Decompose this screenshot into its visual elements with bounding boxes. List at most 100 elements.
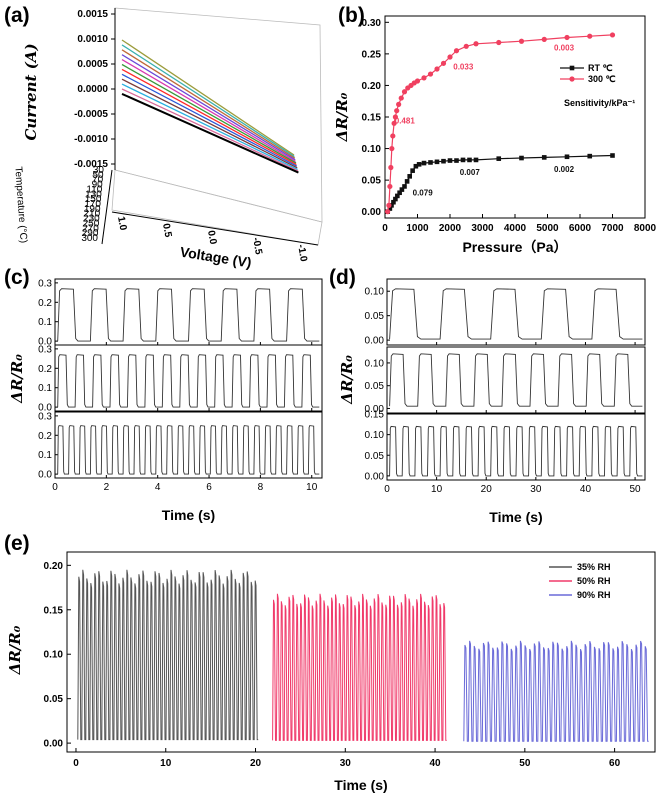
a-z-tick-label: 250 — [83, 218, 100, 229]
b-data-point — [587, 153, 593, 159]
b-x-tick-label: 7000 — [601, 223, 624, 234]
b-data-point — [447, 158, 453, 163]
b-data-point — [434, 66, 440, 72]
e-x-tick-label: 10 — [160, 758, 172, 769]
chart-e-humidity-response: 0 10 20 30 40 50 60 0.00 0.05 0.10 0.15 0.20 Time (s… — [6, 551, 656, 793]
c-y-label: ΔR/R₀ — [8, 354, 26, 404]
b-data-point — [441, 158, 446, 164]
d-subplot-frame — [386, 413, 646, 481]
a-z-tick-label: 300 — [81, 233, 98, 244]
a-iv-line — [121, 73, 298, 167]
d-waveform-line — [389, 288, 643, 340]
c-x-tick-label: 6 — [206, 482, 212, 493]
a-y-tick-label: -0.0010 — [74, 134, 108, 145]
c-y-tick-label: 0.1 — [38, 317, 52, 328]
b-legend-note: Sensitivity/kPa⁻¹ — [564, 98, 635, 108]
b-data-point — [394, 108, 400, 114]
b-data-point — [390, 133, 396, 139]
b-data-point — [460, 157, 466, 163]
a-x-axis — [111, 211, 319, 246]
panel-label-a: (a) — [4, 4, 30, 27]
d-x-tick-label: 40 — [580, 484, 592, 495]
c-y-tick-label: 0.2 — [38, 431, 52, 442]
b-data-point — [404, 179, 410, 184]
a-back-wall — [114, 7, 323, 223]
b-x-tick-label: 2000 — [439, 223, 462, 234]
a-iv-line — [121, 63, 297, 164]
b-data-point — [564, 34, 570, 41]
a-z-tick-label: 230 — [83, 214, 100, 225]
c-y-tick-label: 0.3 — [38, 411, 52, 422]
b-data-point — [454, 158, 459, 163]
a-z-tick-label: 190 — [84, 204, 101, 215]
b-data-point — [398, 95, 404, 101]
b-data-point — [440, 60, 447, 66]
c-x-tick-label: 8 — [258, 482, 264, 493]
a-iv-line — [121, 39, 295, 156]
b-x-tick-label: 6000 — [569, 223, 592, 234]
e-y-tick-label: 0.20 — [44, 561, 64, 572]
b-x-label: Pressure（Pa） — [462, 239, 567, 255]
a-x-tick-label: -0.5 — [250, 237, 264, 256]
b-sensitivity-annotation: 0.002 — [554, 165, 575, 174]
a-z-tick-label: 210 — [83, 209, 100, 220]
a-y-tick-label: -0.0005 — [74, 109, 108, 120]
d-x-tick-label: 50 — [630, 484, 642, 495]
e-x-tick-label: 0 — [73, 758, 79, 769]
b-data-point — [396, 101, 402, 107]
b-data-point — [402, 184, 407, 189]
a-z-tick-label: 110 — [86, 184, 102, 195]
b-data-point — [496, 156, 502, 161]
d-waveform-line — [389, 425, 643, 477]
b-data-point — [395, 193, 400, 199]
b-legend-marker — [569, 76, 575, 82]
e-series-line — [77, 569, 259, 741]
d-y-tick-label: 0.15 — [365, 410, 385, 421]
e-x-label: Time (s) — [334, 777, 387, 793]
d-y-tick-label: 0.05 — [365, 311, 385, 322]
b-data-point — [541, 155, 547, 160]
b-data-point — [447, 54, 453, 60]
panel-label-e: (e) — [4, 532, 30, 555]
b-data-point — [410, 168, 415, 173]
c-x-label: Time (s) — [162, 507, 215, 523]
c-waveform-line — [57, 288, 320, 342]
d-x-tick-label: 10 — [431, 484, 443, 495]
e-series-line — [272, 593, 447, 741]
a-z-tick-label: 50 — [92, 170, 104, 181]
c-y-tick-label: 0.0 — [38, 337, 52, 348]
b-sensitivity-annotation: 0.079 — [413, 188, 434, 197]
e-legend-label: 90% RH — [577, 590, 611, 600]
c-y-tick-label: 0.1 — [38, 383, 52, 394]
panel-label-d: (d) — [329, 266, 356, 289]
d-waveform-line — [389, 353, 643, 407]
d-y-tick-label: 0.10 — [365, 287, 385, 298]
b-data-point — [610, 153, 615, 158]
b-legend-marker — [569, 65, 575, 71]
b-data-point — [407, 174, 412, 179]
b-data-point — [518, 38, 525, 44]
c-waveform-line — [57, 354, 320, 408]
a-iv-line — [121, 88, 299, 172]
b-x-tick-label: 8000 — [634, 223, 657, 234]
b-data-point — [427, 71, 434, 77]
a-z-axis — [101, 169, 113, 245]
a-x-tick-group: -1.0 — [295, 244, 309, 263]
d-y-tick-label: 0.10 — [365, 430, 385, 441]
b-y-tick-label: 0.30 — [362, 18, 382, 29]
d-x-tick-label: 20 — [481, 484, 493, 495]
b-data-point — [453, 48, 460, 54]
a-y-tick-label: 0.0010 — [77, 34, 108, 45]
a-x-label-group: Voltage (V) — [179, 244, 253, 271]
e-legend-label: 50% RH — [577, 576, 611, 586]
b-data-point — [393, 196, 398, 202]
a-x-tick-label: 0.0 — [205, 230, 218, 246]
b-data-point — [386, 202, 392, 208]
b-data-point — [467, 157, 472, 163]
b-data-point — [473, 157, 479, 163]
a-z-tick-label: 90 — [92, 180, 104, 191]
b-sensitivity-annotation: 0.003 — [554, 44, 575, 53]
e-x-tick-label: 20 — [250, 758, 262, 769]
e-y-label: ΔR/R₀ — [6, 625, 24, 675]
